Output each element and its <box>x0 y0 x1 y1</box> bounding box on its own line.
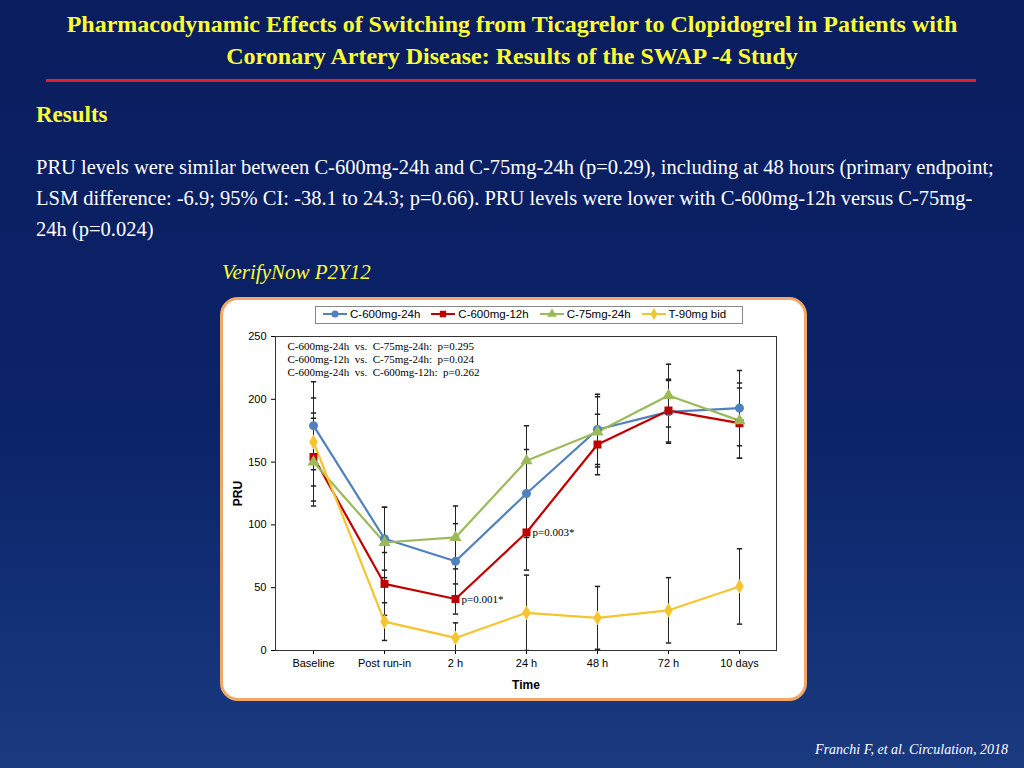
html-text:VerifyNow P2Y12: VerifyNow P2Y12 <box>222 260 371 284</box>
svg-text:Time: Time <box>512 678 540 692</box>
svg-text:24 h: 24 h <box>516 657 537 669</box>
html-text:C-75mg-24h: C-75mg-24h <box>566 308 631 320</box>
svg-text:C-600mg-24h vs. C-75mg-24h:: C-600mg-24h vs. C-75mg-24h: p=0.295C-600… <box>288 340 480 378</box>
svg-text:150: 150 <box>248 456 266 468</box>
svg-text:48 h: 48 h <box>587 657 608 669</box>
svg-text:10 days: 10 days <box>720 657 759 669</box>
html-text:PRU levels were similar betwee: PRU levels were similar between C-600mg-… <box>36 156 994 240</box>
html-text:C-600mg-24h: C-600mg-24h <box>350 308 421 320</box>
svg-text:Baseline: Baseline <box>292 657 334 669</box>
svg-text:250: 250 <box>248 330 266 342</box>
html-text:Franchi F, et al. Circulation,: Franchi F, et al. Circulation, 2018 <box>815 742 1008 757</box>
html-text:Pharmacodynamic Effects of Swi: Pharmacodynamic Effects of Switching fro… <box>66 11 958 69</box>
svg-text:p=0.003*: p=0.003* <box>533 526 575 538</box>
svg-text:100: 100 <box>248 518 266 530</box>
svg-text:2 h: 2 h <box>448 657 463 669</box>
svg-text:72 h: 72 h <box>658 657 679 669</box>
svg-text:PRU: PRU <box>231 481 245 506</box>
svg-text:Post run-in: Post run-in <box>358 657 411 669</box>
html-text:T-90mg bid: T-90mg bid <box>668 308 727 320</box>
svg-text:p=0.001*: p=0.001* <box>462 593 504 605</box>
html-text:Results: Results <box>36 102 108 127</box>
svg-text:0: 0 <box>260 644 266 656</box>
svg-text:200: 200 <box>248 393 266 405</box>
svg-text:50: 50 <box>254 581 266 593</box>
html-text:C-600mg-12h: C-600mg-12h <box>458 308 529 320</box>
